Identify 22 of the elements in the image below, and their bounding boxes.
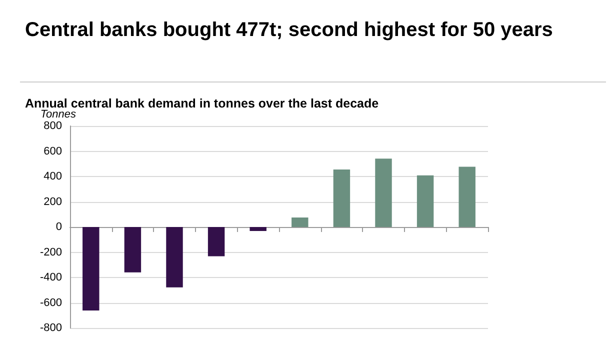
y-tick-label: -800	[40, 322, 62, 334]
bar	[416, 175, 434, 227]
chart-subtitle: Annual central bank demand in tonnes over the last decade	[25, 96, 379, 110]
bar	[82, 227, 100, 310]
bar	[458, 166, 476, 227]
y-tick-label: -400	[40, 272, 62, 284]
y-tick-label: 800	[44, 120, 62, 132]
y-tick-label: -200	[40, 246, 62, 258]
y-axis-title: Tonnes	[40, 108, 76, 120]
y-tick-label: 400	[44, 170, 62, 182]
bar	[166, 227, 183, 288]
y-tick-label: -600	[40, 296, 62, 309]
y-tick-label: 0	[56, 221, 62, 233]
y-tick-label: 200	[44, 196, 62, 208]
bar	[124, 227, 142, 272]
y-tick-label: 600	[44, 145, 62, 158]
chart-title: Central banks bought 477t; second highest for 50 years	[25, 19, 553, 41]
bar	[250, 227, 266, 232]
bar	[375, 158, 392, 227]
bar	[292, 218, 308, 227]
bar	[333, 170, 350, 227]
bar	[208, 227, 225, 256]
